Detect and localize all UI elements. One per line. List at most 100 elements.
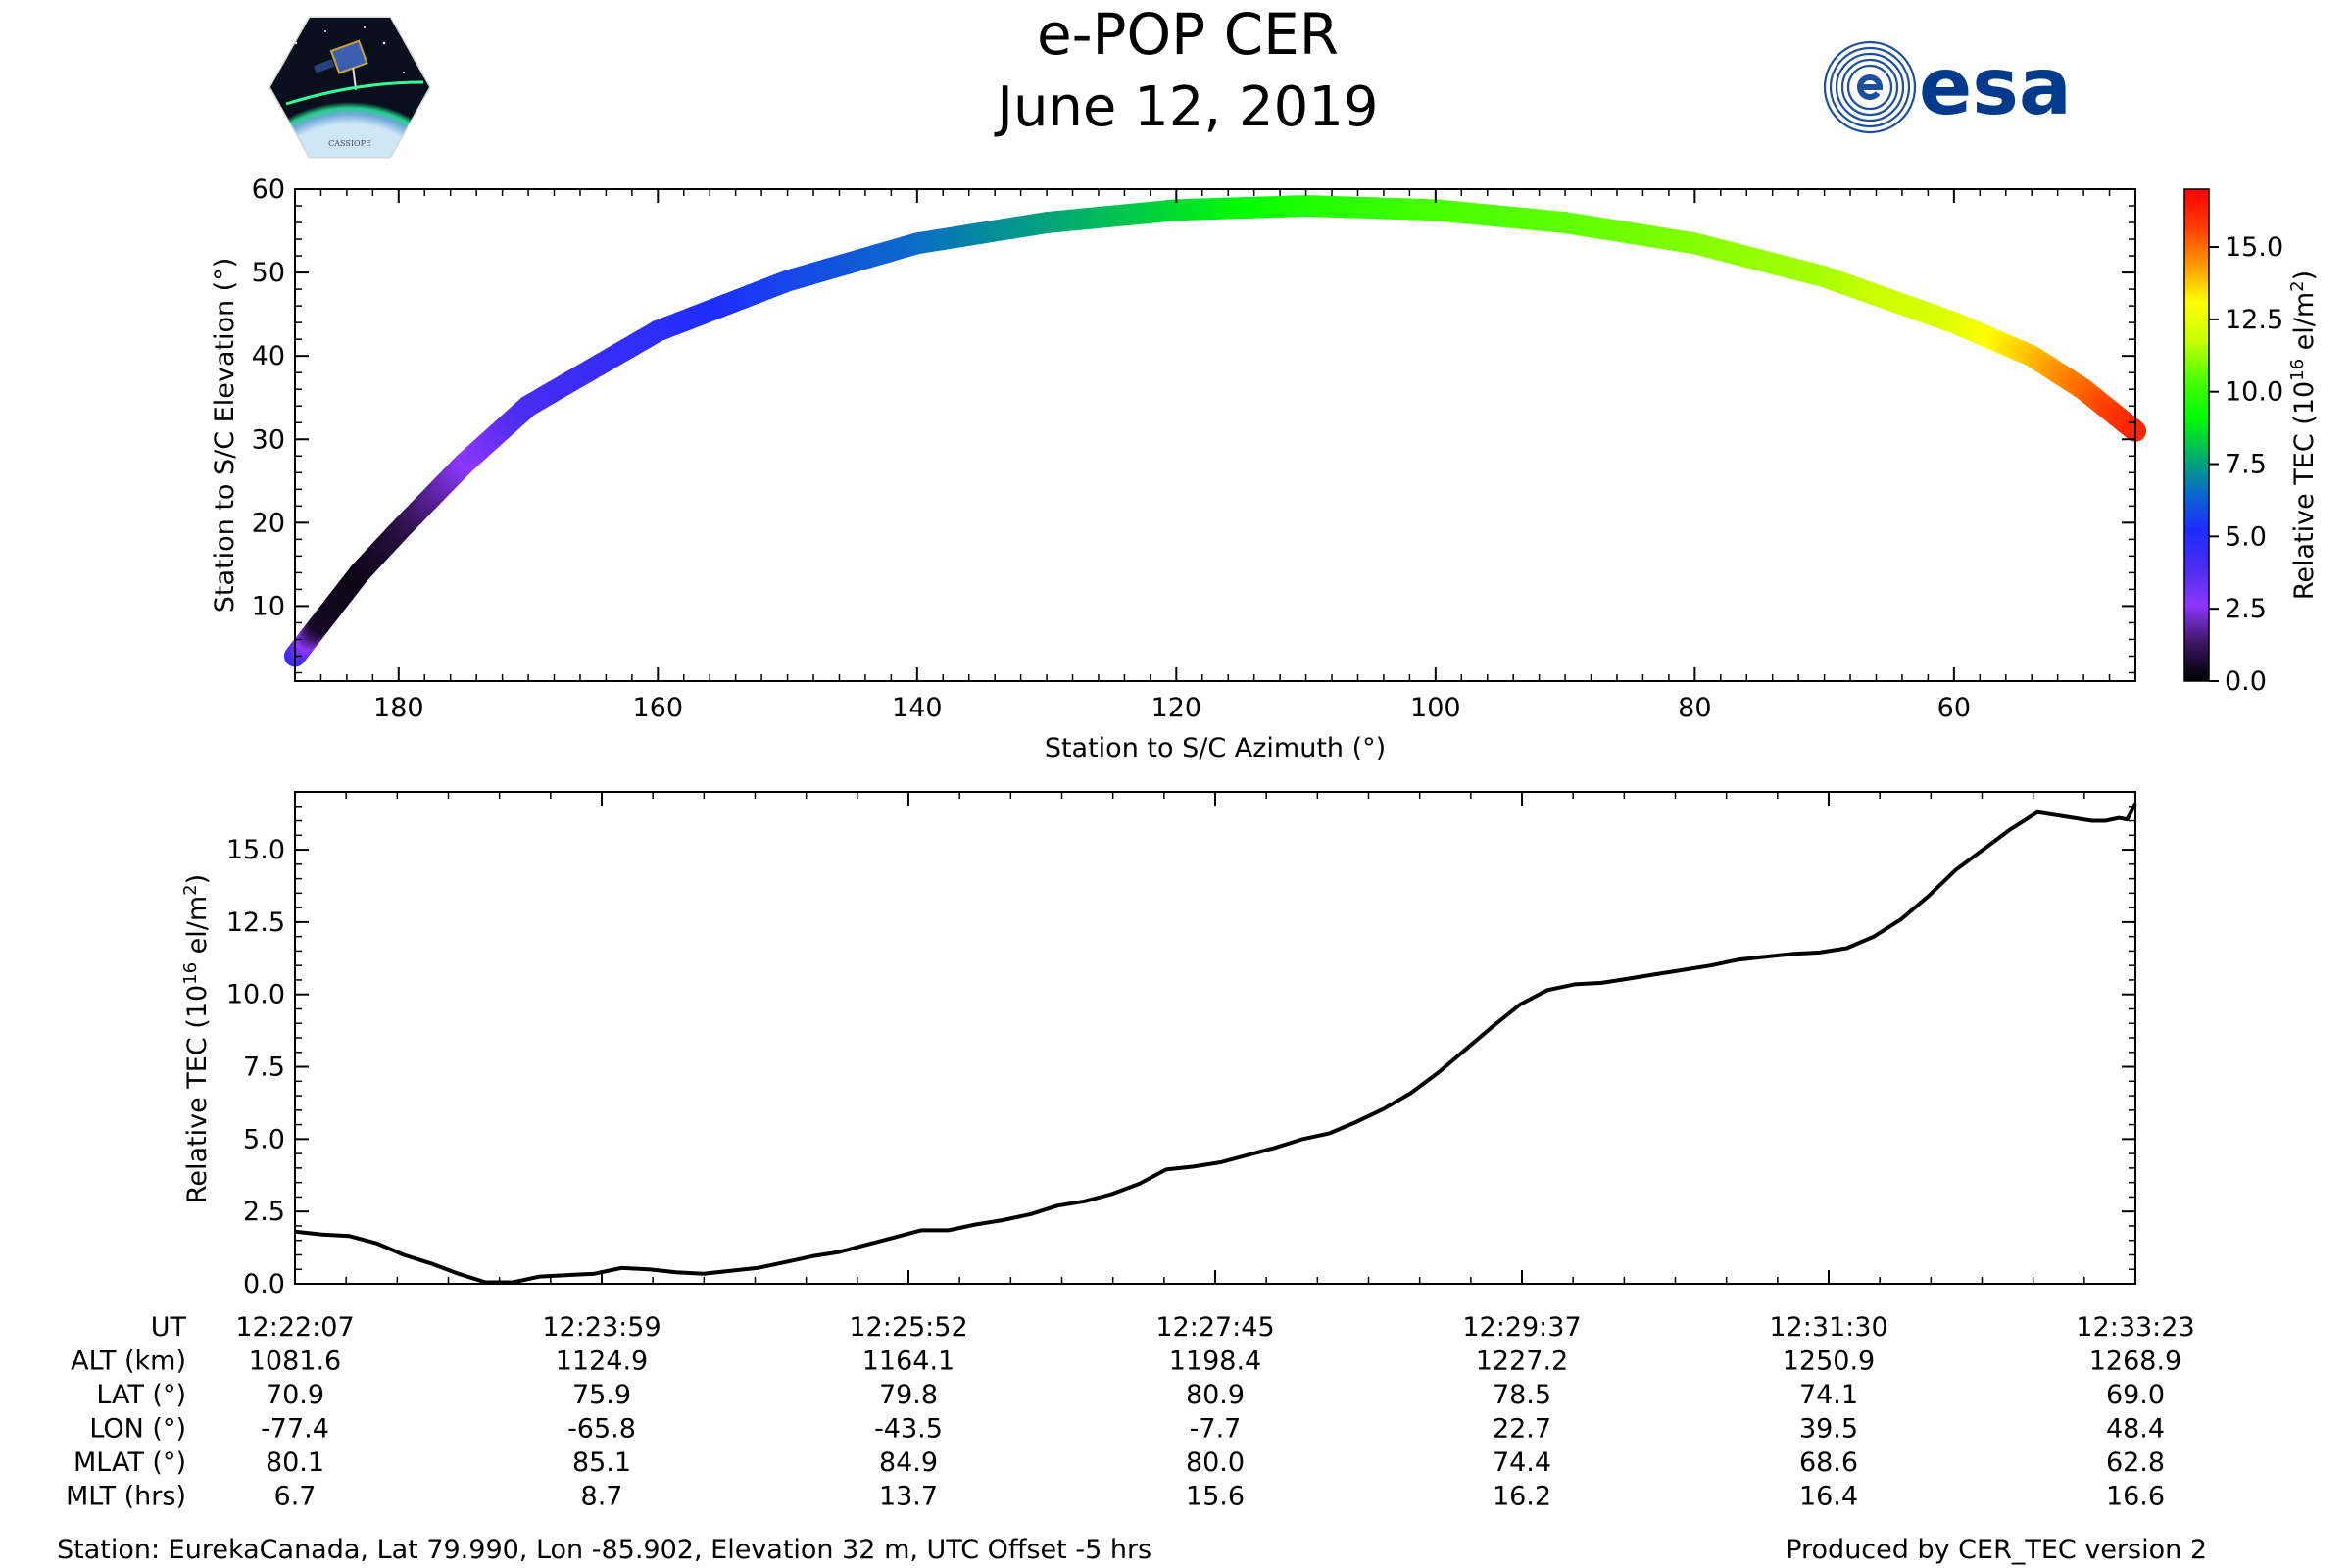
esa-logo-text: esa <box>1919 41 2072 132</box>
table-cell: 39.5 <box>1799 1414 1858 1445</box>
bottom-y-axis-label: Relative TEC (1016 el/m2) <box>180 874 214 1203</box>
y-tick-label: 12.5 <box>226 907 285 938</box>
x-tick-label: 60 <box>1937 693 1971 723</box>
table-row-label: UT <box>151 1312 187 1343</box>
table-cell: 1124.9 <box>556 1347 648 1377</box>
top-y-axis-label: Station to S/C Elevation (°) <box>210 258 240 613</box>
y-tick-label: 5.0 <box>243 1124 285 1154</box>
table-cell: 12:29:37 <box>1462 1312 1581 1343</box>
table-cell: 80.1 <box>266 1447 324 1478</box>
y-tick-label: 10.0 <box>226 980 285 1010</box>
table-cell: 12:25:52 <box>849 1312 967 1343</box>
bottom-plot-ticks: 0.0 2.5 5.0 7.5 10.0 12.5 15.0 <box>226 792 2136 1299</box>
table-cell: 78.5 <box>1493 1380 1551 1410</box>
table-cell: -65.8 <box>567 1414 636 1445</box>
table-cell: 12:27:45 <box>1155 1312 1274 1343</box>
table-cell: 85.1 <box>572 1447 631 1478</box>
x-tick-label: 100 <box>1410 693 1461 723</box>
colorbar-tick-label: 10.0 <box>2225 377 2283 408</box>
colorbar-tick-label: 5.0 <box>2225 521 2267 552</box>
colorbar-tick-label: 0.0 <box>2225 666 2267 697</box>
produced-by: Produced by CER_TEC version 2 <box>1786 1535 2207 1565</box>
table-cell: 13.7 <box>879 1482 938 1512</box>
colorbar-tick-label: 15.0 <box>2225 232 2283 263</box>
y-tick-label: 10 <box>252 591 285 621</box>
tec-series-line <box>294 802 2137 1285</box>
table-cell: 80.9 <box>1186 1380 1245 1410</box>
table-cell: 1227.2 <box>1476 1347 1568 1377</box>
table-cell: 1164.1 <box>862 1347 955 1377</box>
table-cell: 75.9 <box>572 1380 631 1410</box>
cassiope-logo-text: CASSIOPE <box>328 139 371 148</box>
table-cell: 74.1 <box>1799 1380 1858 1410</box>
table-cell: 74.4 <box>1493 1447 1551 1478</box>
table-cell: 1250.9 <box>1783 1347 1875 1377</box>
figure-date: June 12, 2019 <box>994 75 1378 139</box>
table-cell: 79.8 <box>879 1380 938 1410</box>
elevation-azimuth-plot: 180 160 140 120 100 80 60 10 20 30 40 50 60 Station … <box>210 174 2146 763</box>
top-plot-frame <box>294 188 2136 682</box>
table-cell: 12:22:07 <box>235 1312 354 1343</box>
ephemeris-table: UT ALT (km)LAT (°) LON (°)MLAT (°) MLT (hrs… <box>66 1312 2195 1512</box>
y-tick-label: 0.0 <box>243 1269 285 1299</box>
table-cell: 62.8 <box>2106 1447 2165 1478</box>
y-tick-label: 40 <box>252 341 285 371</box>
top-plot-ticks: 180 160 140 120 100 80 60 10 20 30 40 50 60 <box>252 174 2136 723</box>
x-tick-label: 160 <box>633 693 684 723</box>
colorbar-scale <box>2183 188 2210 682</box>
table-cell: 16.6 <box>2106 1482 2165 1512</box>
table-cell: 12:23:59 <box>542 1312 661 1343</box>
table-cell: 16.2 <box>1493 1482 1551 1512</box>
table-cell: 6.7 <box>274 1482 317 1512</box>
x-tick-label: 180 <box>373 693 424 723</box>
table-cell: 69.0 <box>2106 1380 2165 1410</box>
table-cell: 1268.9 <box>2089 1347 2181 1377</box>
table-cell: 80.0 <box>1186 1447 1245 1478</box>
table-cell: 1198.4 <box>1169 1347 1261 1377</box>
figure-title: e-POP CER <box>1037 1 1339 68</box>
table-cell: 1081.6 <box>249 1347 341 1377</box>
tec-time-plot: 0.0 2.5 5.0 7.5 10.0 12.5 15.0 Relative TEC (1… <box>180 791 2137 1299</box>
top-x-axis-label: Station to S/C Azimuth (°) <box>1045 733 1386 763</box>
table-row-label: ALT (km) <box>71 1347 186 1377</box>
cassiope-logo: CASSIOPE <box>267 14 433 165</box>
table-row-label: MLT (hrs) <box>66 1482 186 1512</box>
table-row-label: LON (°) <box>89 1414 186 1445</box>
y-tick-label: 30 <box>252 424 285 455</box>
y-tick-label: 2.5 <box>243 1197 285 1227</box>
table-cell: 16.4 <box>1799 1482 1858 1512</box>
table-cell: 48.4 <box>2106 1414 2165 1445</box>
colorbar-tick-label: 7.5 <box>2225 450 2267 480</box>
esa-logo: esa <box>1811 33 2105 145</box>
bottom-plot-frame <box>294 791 2136 1285</box>
table-row-label: LAT (°) <box>96 1380 186 1410</box>
table-cell: 70.9 <box>266 1380 324 1410</box>
colorbar-ticks: 0.0 2.5 5.0 7.5 10.0 12.5 15.0 <box>2209 232 2283 697</box>
table-cell: -7.7 <box>1190 1414 1242 1445</box>
table-cell: 68.6 <box>1799 1447 1858 1478</box>
elevation-track <box>284 195 2146 667</box>
table-cell: 12:31:30 <box>1769 1312 1887 1343</box>
table-cell: 15.6 <box>1186 1482 1245 1512</box>
x-tick-label: 120 <box>1152 693 1202 723</box>
table-cell: 8.7 <box>581 1482 623 1512</box>
y-tick-label: 7.5 <box>243 1053 285 1083</box>
colorbar-label: Relative TEC (1016 el/m2) <box>2287 270 2321 600</box>
table-cell: 84.9 <box>879 1447 938 1478</box>
table-cell: 22.7 <box>1493 1414 1551 1445</box>
y-tick-label: 60 <box>252 174 285 205</box>
y-tick-label: 20 <box>252 508 285 538</box>
colorbar-tick-label: 2.5 <box>2225 594 2267 624</box>
x-tick-label: 140 <box>892 693 943 723</box>
colorbar: 0.0 2.5 5.0 7.5 10.0 12.5 15.0 Relative TEC (1… <box>2183 188 2321 697</box>
table-cell: -43.5 <box>874 1414 943 1445</box>
table-cell: -77.4 <box>261 1414 329 1445</box>
y-tick-label: 15.0 <box>226 835 285 865</box>
x-tick-label: 80 <box>1678 693 1711 723</box>
colorbar-tick-label: 12.5 <box>2225 305 2283 335</box>
station-info: Station: EurekaCanada, Lat 79.990, Lon -… <box>57 1535 1152 1565</box>
table-cell: 12:33:23 <box>2076 1312 2194 1343</box>
table-row-label: MLAT (°) <box>74 1447 186 1478</box>
y-tick-label: 50 <box>252 258 285 288</box>
